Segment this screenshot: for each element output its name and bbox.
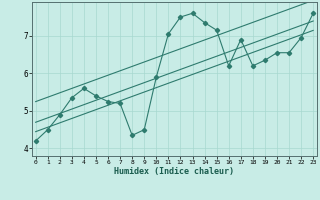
X-axis label: Humidex (Indice chaleur): Humidex (Indice chaleur): [115, 167, 234, 176]
